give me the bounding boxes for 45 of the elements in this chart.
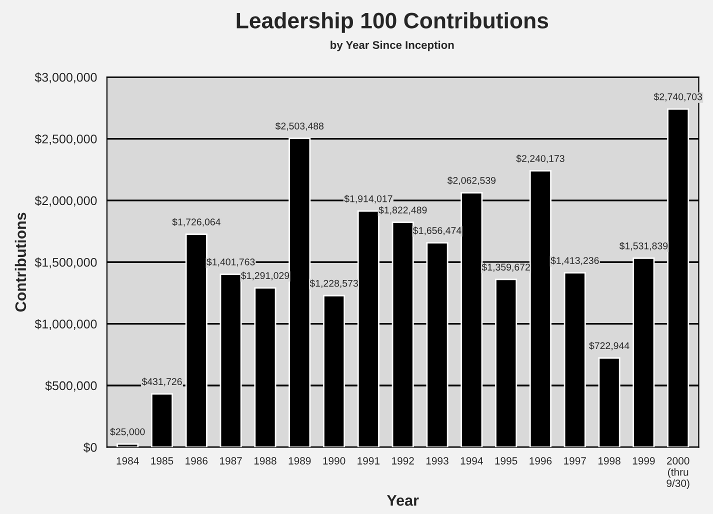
x-tick-label: 1990 (323, 457, 346, 465)
data-label: $1,291,029 (240, 272, 290, 280)
x-tick-label: 1996 (530, 457, 552, 465)
x-tick-label: 1988 (254, 457, 276, 465)
data-label: $722,944 (589, 342, 630, 350)
x-tick-label: 1993 (426, 457, 448, 465)
data-label: $1,914,017 (344, 194, 392, 204)
y-axis-title: Contributions (14, 212, 26, 312)
chart-title: Leadership 100 Contributions (236, 12, 548, 33)
x-tick-label: 1985 (151, 457, 174, 465)
x-tick-label: 1998 (598, 457, 620, 465)
y-tick-label: $2,000,000 (34, 196, 97, 207)
y-tick-label: $0 (83, 442, 97, 453)
y-tick-label: $1,000,000 (34, 319, 97, 330)
y-tick-label: $500,000 (45, 380, 97, 392)
data-label: $2,062,539 (447, 176, 496, 186)
x-tick-label: 1986 (186, 457, 208, 465)
data-label: $1,228,573 (310, 279, 358, 288)
x-tick-label: 1995 (495, 457, 518, 465)
data-label: $1,531,839 (619, 242, 668, 250)
y-tick-label: $3,000,000 (34, 72, 97, 84)
x-tick-label: 1984 (116, 457, 139, 465)
data-label: $1,726,064 (172, 218, 220, 227)
data-label: $1,359,672 (482, 263, 530, 272)
x-axis-title: Year (386, 495, 419, 506)
x-tick-label: 1992 (392, 457, 414, 465)
data-label: $2,240,173 (516, 154, 564, 164)
data-label: $25,000 (110, 428, 145, 436)
x-tick-label: 1997 (564, 457, 586, 465)
x-tick-label: 1999 (632, 457, 655, 465)
chart-subtitle: by Year Since Inception (330, 40, 454, 52)
x-tick-label: 1991 (358, 457, 380, 465)
x-tick-label: 1994 (460, 457, 483, 465)
data-label: $2,503,488 (275, 122, 324, 131)
x-tick-label: 1989 (288, 457, 311, 465)
data-label: $1,656,474 (413, 226, 462, 236)
data-label: $431,726 (142, 378, 182, 386)
data-label: $1,822,489 (378, 206, 427, 215)
y-tick-label: $1,500,000 (34, 257, 97, 268)
data-label: $2,740,703 (654, 92, 702, 102)
x-tick-label: 2000 (thru 9/30) (666, 457, 690, 490)
data-label: $1,401,763 (206, 258, 255, 267)
y-tick-label: $2,500,000 (34, 134, 97, 145)
x-tick-label: 1987 (220, 457, 242, 465)
data-label: $1,413,236 (550, 256, 599, 266)
